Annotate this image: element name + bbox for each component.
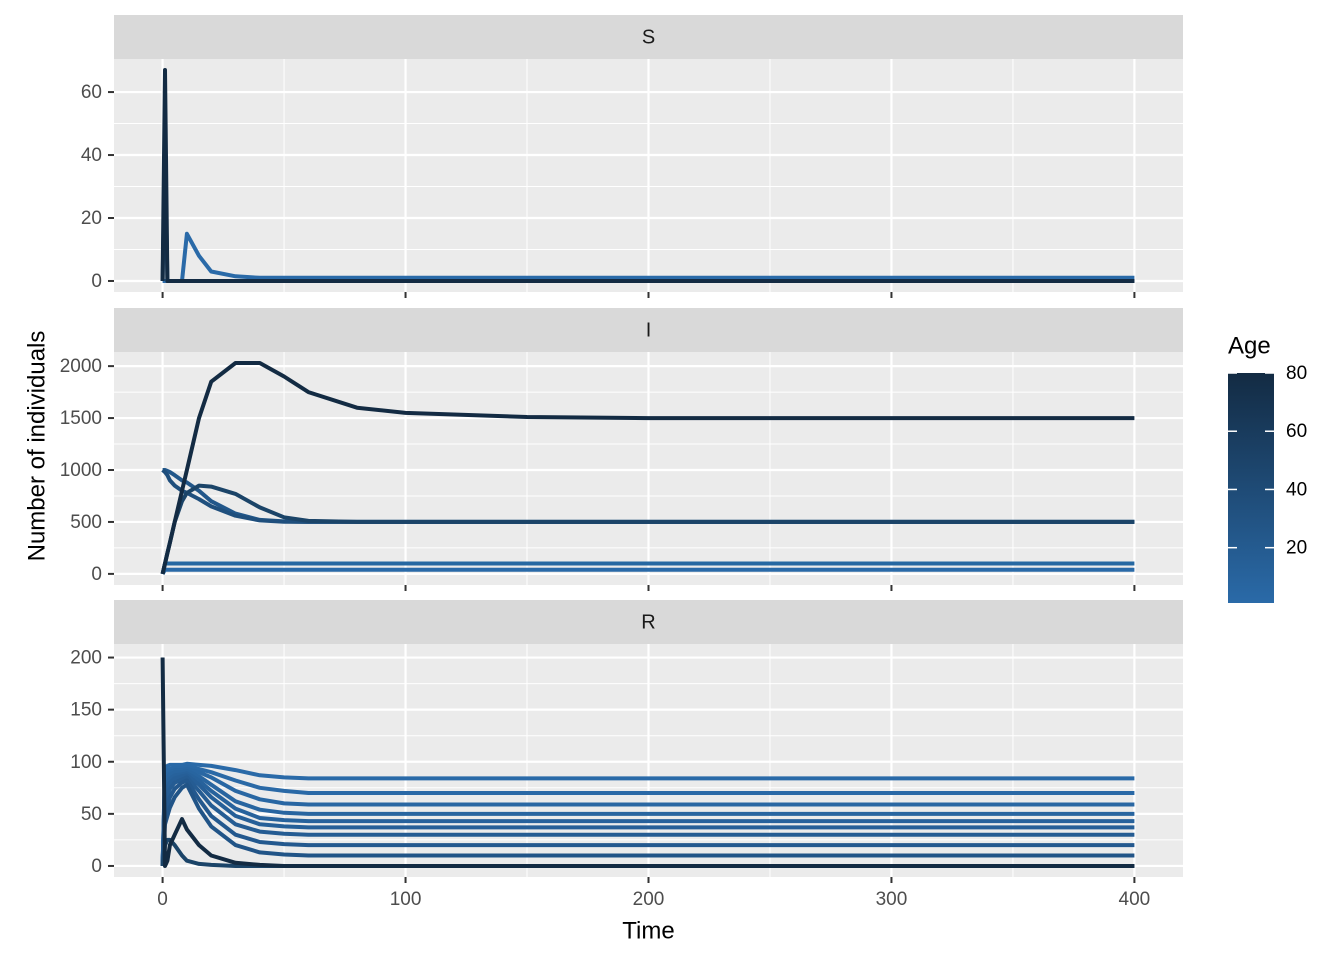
x-axis-title: Time <box>622 917 674 944</box>
colorbar-label: 60 <box>1286 421 1307 442</box>
facet-strip <box>114 308 1183 352</box>
y-axis-title: Number of individuals <box>23 331 50 562</box>
facet-label: I <box>646 319 652 341</box>
series-line <box>160 761 1135 867</box>
series-line <box>160 68 1135 283</box>
x-tick-label: 400 <box>1119 889 1151 910</box>
y-tick-label: 100 <box>70 752 102 773</box>
facet-strip <box>114 600 1183 644</box>
y-tick-label: 50 <box>81 804 102 825</box>
y-tick-label: 1500 <box>60 408 102 429</box>
series-line <box>160 769 1135 867</box>
x-tick-label: 200 <box>633 889 665 910</box>
series-line <box>160 657 1135 868</box>
y-tick-label: 1000 <box>60 460 102 481</box>
y-tick-label: 40 <box>81 145 102 166</box>
series-line <box>160 361 1135 575</box>
y-tick-label: 2000 <box>60 356 102 377</box>
colorbar-label: 80 <box>1286 363 1307 384</box>
y-tick-label: 60 <box>81 82 102 103</box>
y-tick-label: 0 <box>91 564 102 585</box>
series-line <box>160 561 1135 575</box>
y-tick-label: 150 <box>70 700 102 721</box>
series-line <box>160 775 1135 867</box>
colorbar-label: 40 <box>1286 479 1307 500</box>
x-tick-label: 100 <box>390 889 422 910</box>
colorbar-label: 20 <box>1286 538 1307 559</box>
series-line <box>160 773 1135 867</box>
y-tick-label: 20 <box>81 208 102 229</box>
y-tick-label: 500 <box>70 512 102 533</box>
series-line <box>160 778 1135 867</box>
x-tick-label: 300 <box>876 889 908 910</box>
facet-strip <box>114 15 1183 59</box>
series-line <box>160 782 1135 867</box>
series-line <box>160 771 1135 867</box>
y-tick-label: 0 <box>91 856 102 877</box>
x-tick-label: 0 <box>157 889 168 910</box>
colorbar <box>1228 373 1274 603</box>
y-tick-label: 0 <box>91 271 102 292</box>
legend-title: Age <box>1228 332 1271 359</box>
series-line <box>160 567 1135 575</box>
facet-label: S <box>642 26 655 48</box>
series-line <box>160 765 1135 867</box>
y-tick-label: 200 <box>70 648 102 669</box>
facet-label: R <box>641 611 655 633</box>
